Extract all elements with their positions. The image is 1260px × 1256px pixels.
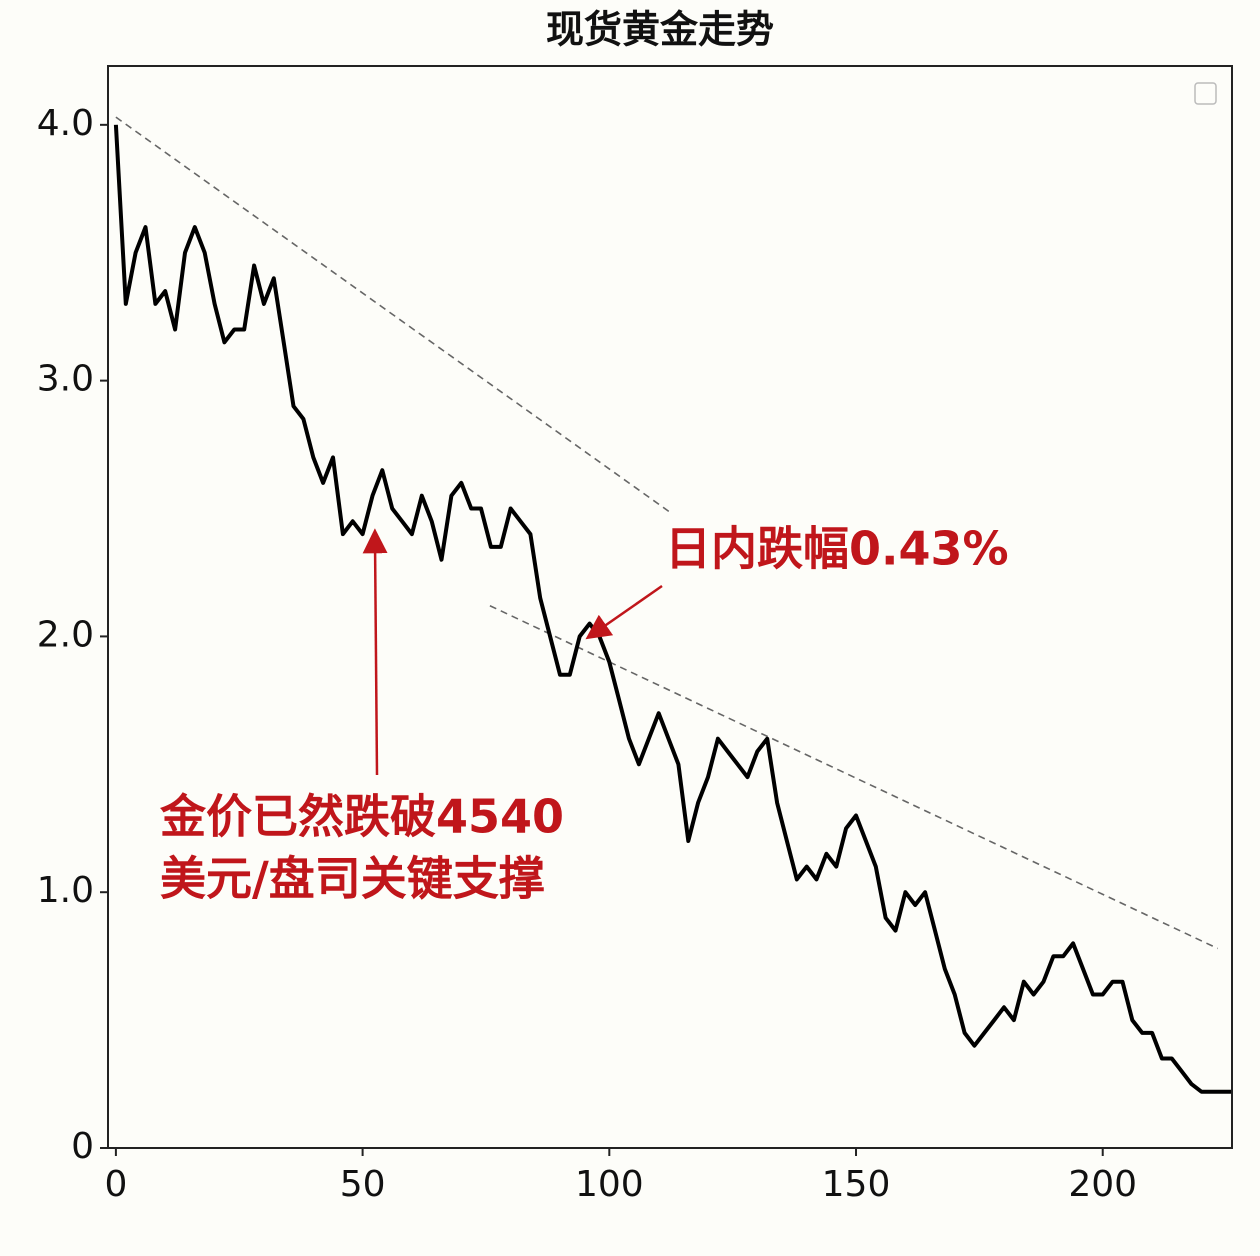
x-tick-label: 150	[822, 1164, 891, 1205]
chart-title: 现货黄金走势	[546, 8, 774, 52]
y-tick-label: 3.0	[37, 359, 94, 400]
x-tick-label: 50	[340, 1164, 386, 1205]
trend-line	[115, 116, 673, 515]
annotation-arrow	[585, 584, 663, 640]
price-line	[113, 124, 1231, 1094]
y-tick-label: 4.0	[37, 103, 94, 144]
annotation-text: 日内跌幅0.43%	[665, 522, 1009, 576]
y-tick-label: 2.0	[37, 614, 94, 655]
annotation-arrow	[362, 528, 388, 776]
plot-frame	[107, 65, 1233, 1149]
legend-box	[1194, 82, 1217, 105]
y-tick-label: 1.0	[37, 870, 94, 911]
x-tick-label: 0	[104, 1164, 127, 1205]
x-tick-label: 100	[575, 1164, 644, 1205]
y-tick-label: 0	[71, 1126, 94, 1167]
x-tick-label: 200	[1068, 1164, 1137, 1205]
annotation-text: 金价已然跌破4540	[159, 790, 564, 844]
annotation-text: 美元/盘司关键支撑	[160, 852, 545, 906]
